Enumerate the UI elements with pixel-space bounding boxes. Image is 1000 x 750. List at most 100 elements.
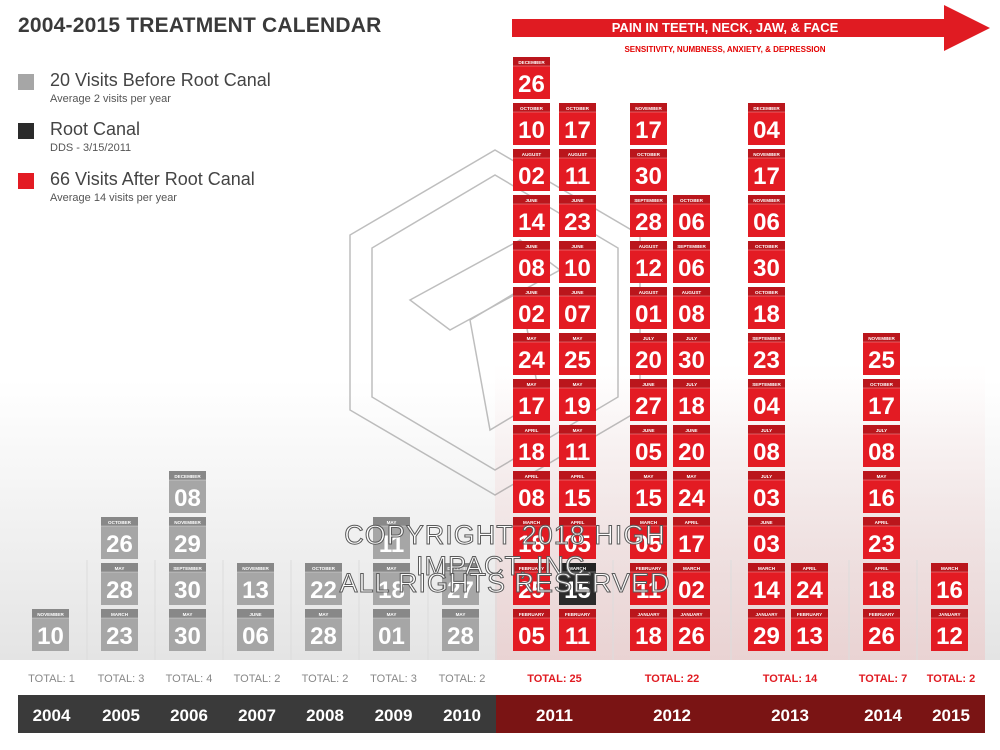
calendar-card-bg [513, 471, 550, 513]
year-label-2010: 2010 [443, 706, 481, 725]
calendar-card-header [513, 379, 550, 388]
calendar-card-day: 04 [753, 393, 780, 420]
calendar-card-header [513, 609, 550, 618]
calendar-card-header [630, 379, 667, 388]
calendar-card-month: MARCH [523, 520, 541, 525]
calendar-card-month: JUNE [642, 428, 654, 433]
calendar-card-header [101, 517, 138, 526]
calendar-card-2011-1-6: MAY 25 [559, 333, 596, 375]
calendar-card-day: 10 [518, 117, 545, 144]
total-label-2013: TOTAL: 14 [763, 673, 818, 685]
calendar-card-month: OCTOBER [870, 382, 894, 387]
calendar-card-month: JUNE [525, 244, 537, 249]
calendar-card-month: MAY [644, 474, 654, 479]
calendar-card-header [442, 563, 479, 572]
calendar-card-bg [630, 195, 667, 237]
calendar-card-2012-1-7: AUGUST 08 [673, 287, 710, 329]
total-label-2014: TOTAL: 7 [859, 673, 907, 685]
calendar-card-month: FEBRUARY [797, 612, 822, 617]
calendar-card-2005-0-1: MAY 28 [101, 563, 138, 605]
calendar-card-day: 02 [518, 301, 545, 328]
calendar-card-2013-0-1: MARCH 14 [748, 563, 785, 605]
calendar-card-header [630, 241, 667, 250]
calendar-card-day: 29 [753, 623, 780, 650]
calendar-card-bg [559, 241, 596, 283]
calendar-card-2005-0-2: OCTOBER 26 [101, 517, 138, 559]
calendar-card-day: 30 [174, 623, 201, 650]
calendar-card-month: SEPTEMBER [634, 198, 663, 203]
calendar-card-2012-0-3: MAY 15 [630, 471, 667, 513]
calendar-card-day: 17 [868, 393, 895, 420]
calendar-card-2010-0-0: MAY 28 [442, 609, 479, 651]
calendar-card-header [630, 517, 667, 526]
calendar-card-header [169, 609, 206, 618]
calendar-card-bg [559, 379, 596, 421]
calendar-card-month: MAY [115, 566, 125, 571]
calendar-card-day: 25 [518, 577, 545, 604]
calendar-card-2013-0-2: JUNE 03 [748, 517, 785, 559]
calendar-card-month: MAY [527, 382, 537, 387]
calendar-card-bg [748, 379, 785, 421]
calendar-card-header [748, 103, 785, 112]
calendar-card-month: JULY [761, 474, 772, 479]
calendar-card-header [748, 287, 785, 296]
calendar-card-header [513, 563, 550, 572]
calendar-card-bg [931, 563, 968, 605]
calendar-card-2009-0-1: MAY 18 [373, 563, 410, 605]
calendar-card-2013-0-8: OCTOBER 30 [748, 241, 785, 283]
calendar-card-header [559, 379, 596, 388]
calendar-card-day: 20 [678, 439, 705, 466]
calendar-card-month: MARCH [640, 520, 658, 525]
calendar-card-day: 19 [564, 393, 591, 420]
calendar-card-day: 18 [518, 531, 545, 558]
calendar-card-header [630, 103, 667, 112]
calendar-card-bg [169, 563, 206, 605]
calendar-card-day: 13 [796, 623, 823, 650]
calendar-card-bg [673, 517, 710, 559]
calendar-card-2009-0-0: MAY 01 [373, 609, 410, 651]
calendar-card-day: 11 [636, 577, 661, 604]
calendar-card-header [748, 379, 785, 388]
calendar-card-2013-0-11: DECEMBER 04 [748, 103, 785, 145]
calendar-card-month: NOVEMBER [635, 106, 662, 111]
calendar-card-header [513, 471, 550, 480]
calendar-card-bg [559, 471, 596, 513]
calendar-card-2011-0-2: MARCH 18 [513, 517, 550, 559]
calendar-card-day: 15 [564, 485, 591, 512]
year-label-2013: 2013 [771, 706, 809, 725]
calendar-card-month: JUNE [685, 428, 697, 433]
calendar-card-month: OCTOBER [520, 106, 544, 111]
calendar-card-bg [169, 517, 206, 559]
calendar-card-day: 20 [635, 347, 662, 374]
calendar-card-header [305, 563, 342, 572]
calendar-card-day: 28 [635, 209, 662, 236]
calendar-card-bg [863, 517, 900, 559]
calendar-card-2012-1-6: JULY 30 [673, 333, 710, 375]
calendar-card-bg [32, 609, 69, 651]
total-label-2005: TOTAL: 3 [98, 673, 145, 685]
calendar-card-month: JANUARY [637, 612, 659, 617]
calendar-card-month: MARCH [111, 612, 129, 617]
calendar-card-day: 24 [518, 347, 545, 374]
calendar-card-2011-0-6: MAY 24 [513, 333, 550, 375]
calendar-card-month: APRIL [525, 474, 539, 479]
calendar-card-2013-0-6: SEPTEMBER 23 [748, 333, 785, 375]
calendar-card-bg [673, 195, 710, 237]
calendar-card-header [373, 609, 410, 618]
calendar-card-day: 11 [565, 623, 590, 650]
calendar-card-header [748, 609, 785, 618]
pain-arrow-banner [512, 5, 990, 51]
calendar-card-day: 30 [174, 577, 201, 604]
legend-label-after: 66 Visits After Root Canal [50, 169, 255, 189]
calendar-card-header [673, 471, 710, 480]
calendar-card-day: 05 [564, 531, 591, 558]
calendar-card-month: JANUARY [755, 612, 777, 617]
calendar-card-2014-0-1: APRIL 18 [863, 563, 900, 605]
calendar-card-month: MAY [687, 474, 697, 479]
calendar-card-header [559, 149, 596, 158]
calendar-card-header [169, 517, 206, 526]
calendar-card-day: 10 [564, 255, 591, 282]
calendar-card-day: 30 [753, 255, 780, 282]
calendar-card-header [863, 563, 900, 572]
calendar-card-day: 23 [753, 347, 780, 374]
